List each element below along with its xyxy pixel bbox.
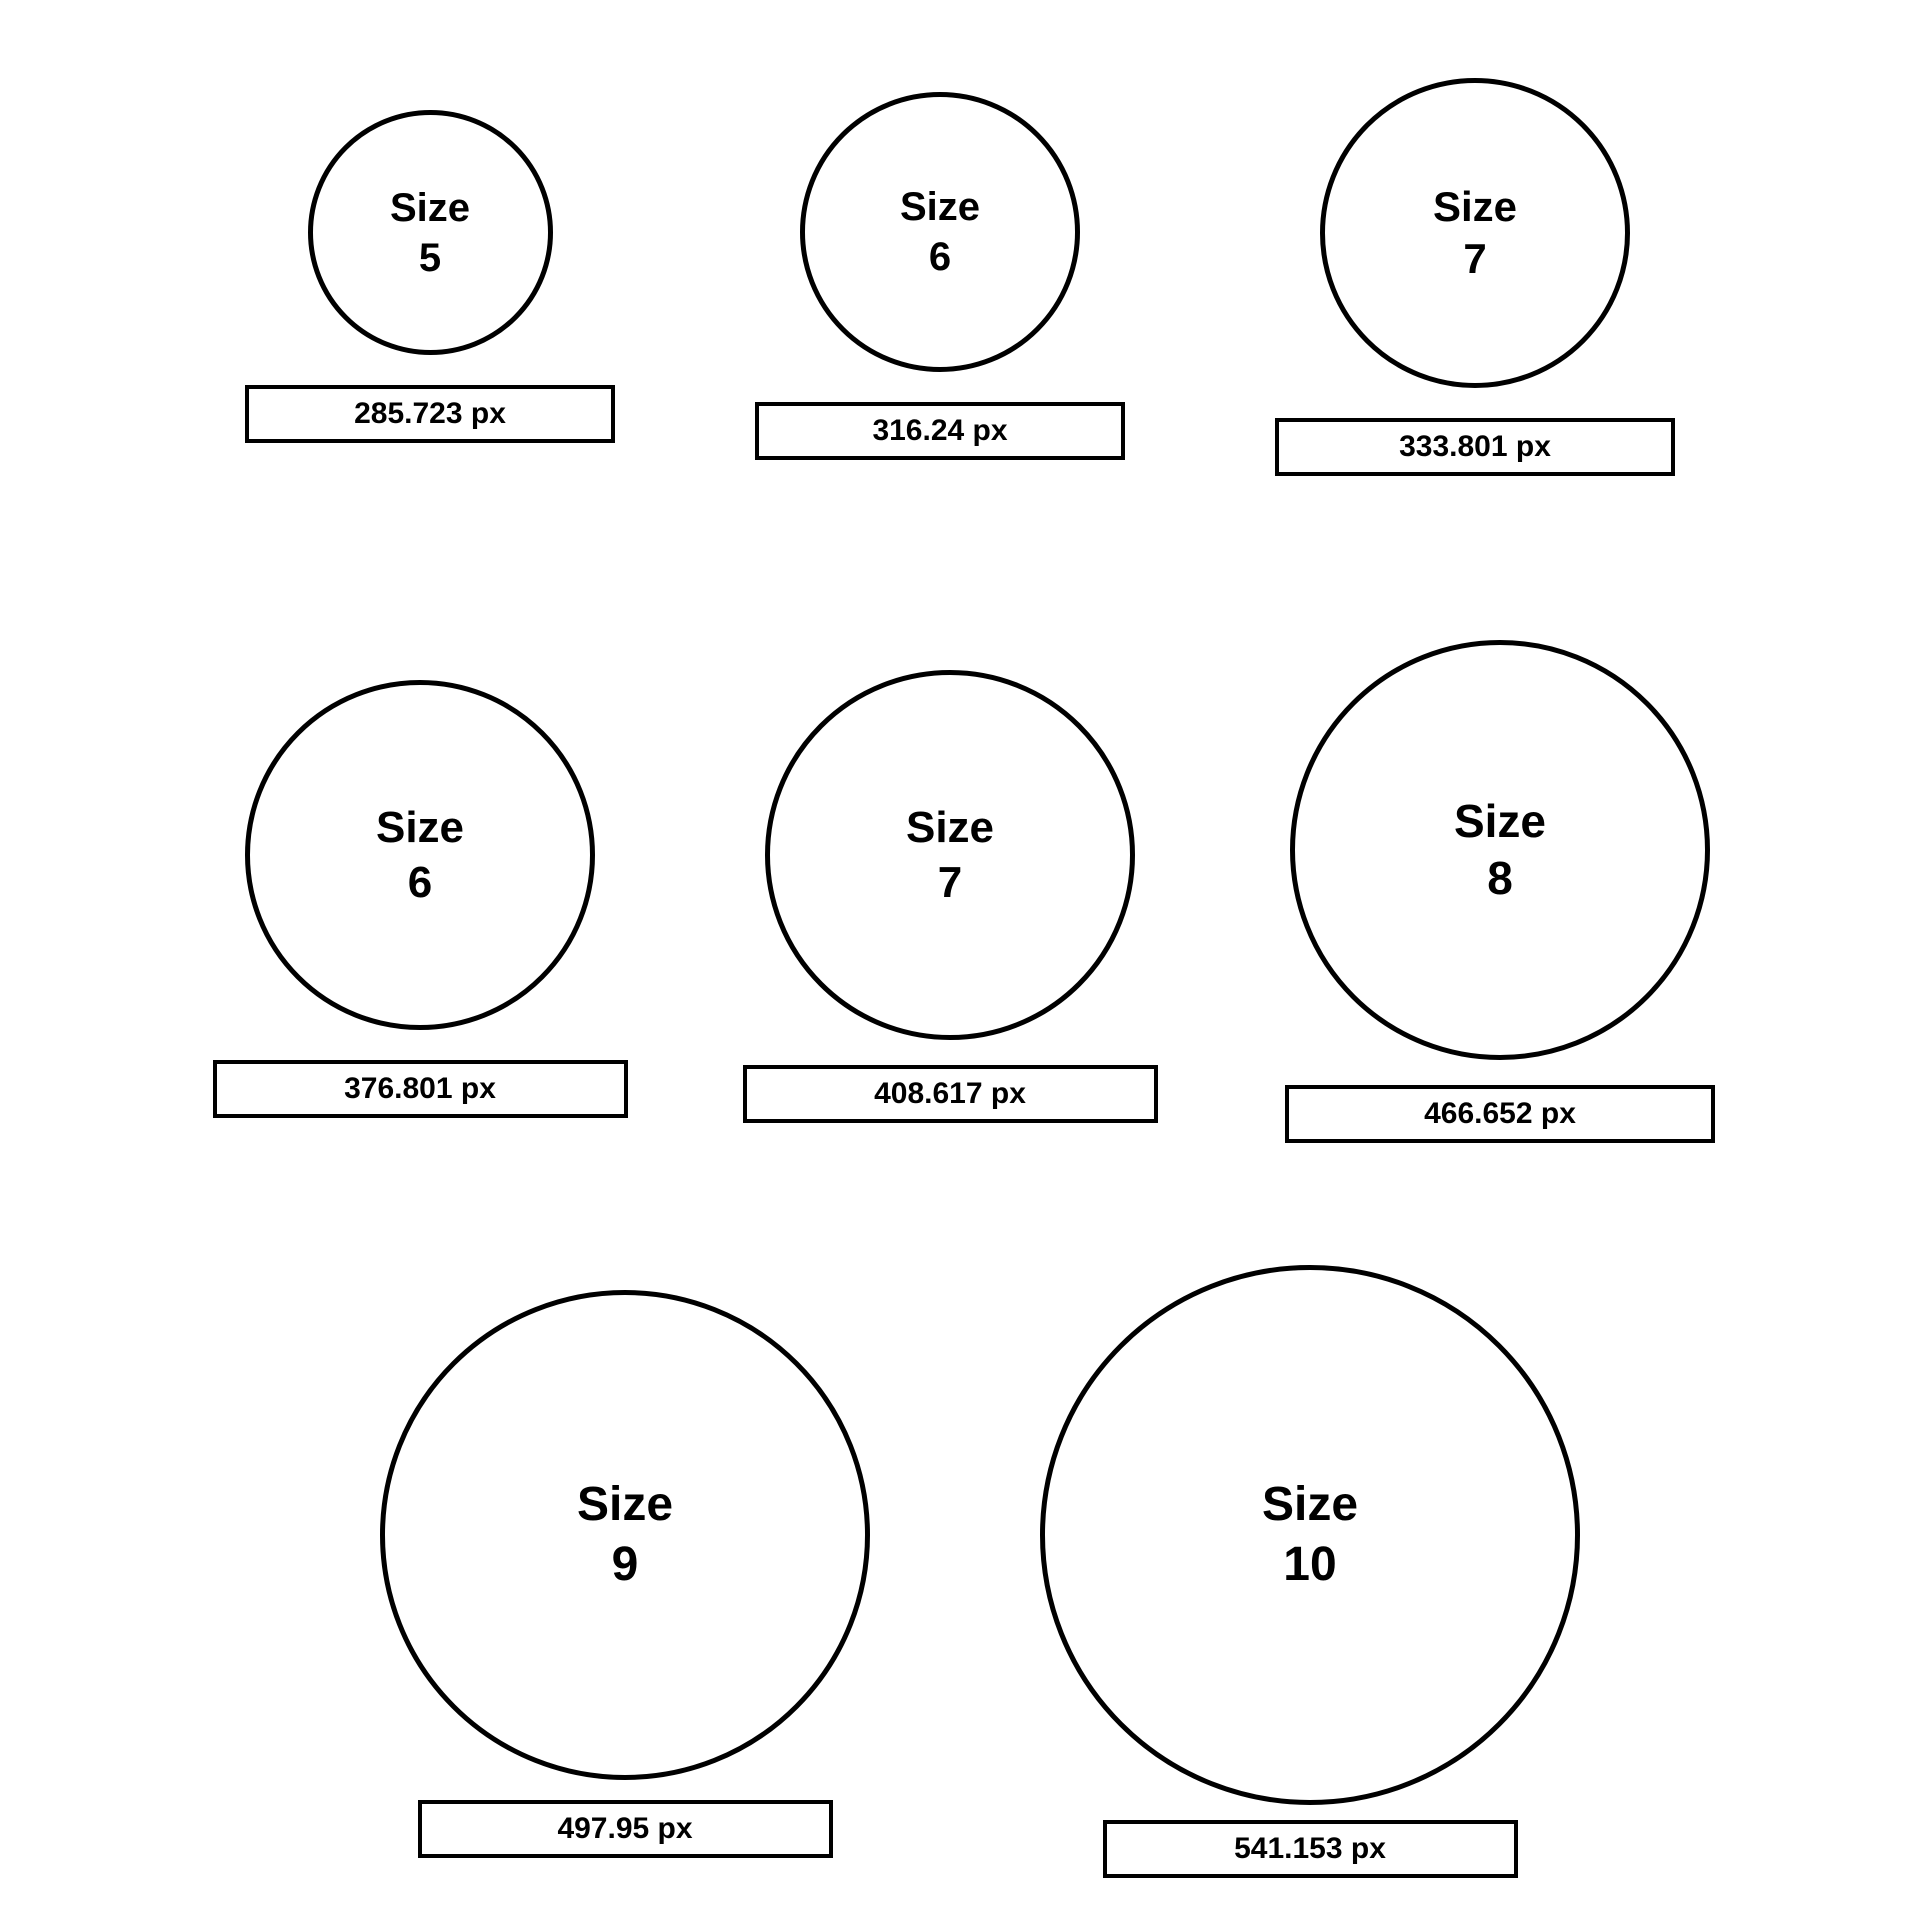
- size-label-number: 7: [1463, 233, 1486, 286]
- pixel-dimension-text: 408.617 px: [874, 1077, 1026, 1111]
- size-item: Size6 376.801 px: [213, 680, 628, 1118]
- size-item: Size7 408.617 px: [743, 670, 1158, 1123]
- pixel-dimension-box: 541.153 px: [1103, 1820, 1518, 1878]
- size-label-text: Size: [1262, 1475, 1358, 1535]
- pixel-dimension-text: 466.652 px: [1424, 1097, 1576, 1131]
- size-circle: Size8: [1290, 640, 1710, 1060]
- size-item: Size8 466.652 px: [1285, 640, 1715, 1143]
- pixel-dimension-text: 316.24 px: [872, 414, 1007, 448]
- size-circle: Size6: [245, 680, 595, 1030]
- pixel-dimension-text: 333.801 px: [1399, 430, 1551, 464]
- size-label-text: Size: [390, 183, 470, 233]
- size-label-text: Size: [906, 800, 994, 855]
- size-label-text: Size: [1454, 793, 1546, 851]
- pixel-dimension-box: 497.95 px: [418, 1800, 833, 1858]
- pixel-dimension-text: 541.153 px: [1234, 1832, 1386, 1866]
- size-item: Size5 285.723 px: [245, 110, 615, 443]
- size-item: Size6 316.24 px: [755, 92, 1125, 460]
- size-item: Size9 497.95 px: [380, 1290, 870, 1858]
- size-item: Size10 541.153 px: [1040, 1265, 1580, 1878]
- size-label-number: 9: [612, 1535, 639, 1595]
- size-label-text: Size: [1433, 181, 1517, 234]
- pixel-dimension-box: 466.652 px: [1285, 1085, 1715, 1143]
- pixel-dimension-box: 285.723 px: [245, 385, 615, 443]
- size-circle: Size9: [380, 1290, 870, 1780]
- size-circle: Size10: [1040, 1265, 1580, 1805]
- size-label-text: Size: [900, 182, 980, 232]
- size-label-text: Size: [577, 1475, 673, 1535]
- size-label-number: 10: [1283, 1535, 1336, 1595]
- pixel-dimension-box: 376.801 px: [213, 1060, 628, 1118]
- size-label-number: 5: [419, 233, 441, 283]
- pixel-dimension-text: 285.723 px: [354, 397, 506, 431]
- pixel-dimension-box: 316.24 px: [755, 402, 1125, 460]
- size-circle: Size7: [1320, 78, 1630, 388]
- pixel-dimension-box: 333.801 px: [1275, 418, 1675, 476]
- size-circle: Size5: [308, 110, 553, 355]
- size-item: Size7 333.801 px: [1275, 78, 1675, 476]
- pixel-dimension-text: 497.95 px: [557, 1812, 692, 1846]
- pixel-dimension-text: 376.801 px: [344, 1072, 496, 1106]
- size-label-text: Size: [376, 800, 464, 855]
- size-circle: Size6: [800, 92, 1080, 372]
- size-label-number: 8: [1487, 850, 1513, 908]
- size-chart-canvas: Size5285.723 pxSize6316.24 pxSize7333.80…: [0, 0, 1920, 1920]
- pixel-dimension-box: 408.617 px: [743, 1065, 1158, 1123]
- size-circle: Size7: [765, 670, 1135, 1040]
- size-label-number: 6: [408, 855, 432, 910]
- size-label-number: 6: [929, 232, 951, 282]
- size-label-number: 7: [938, 855, 962, 910]
